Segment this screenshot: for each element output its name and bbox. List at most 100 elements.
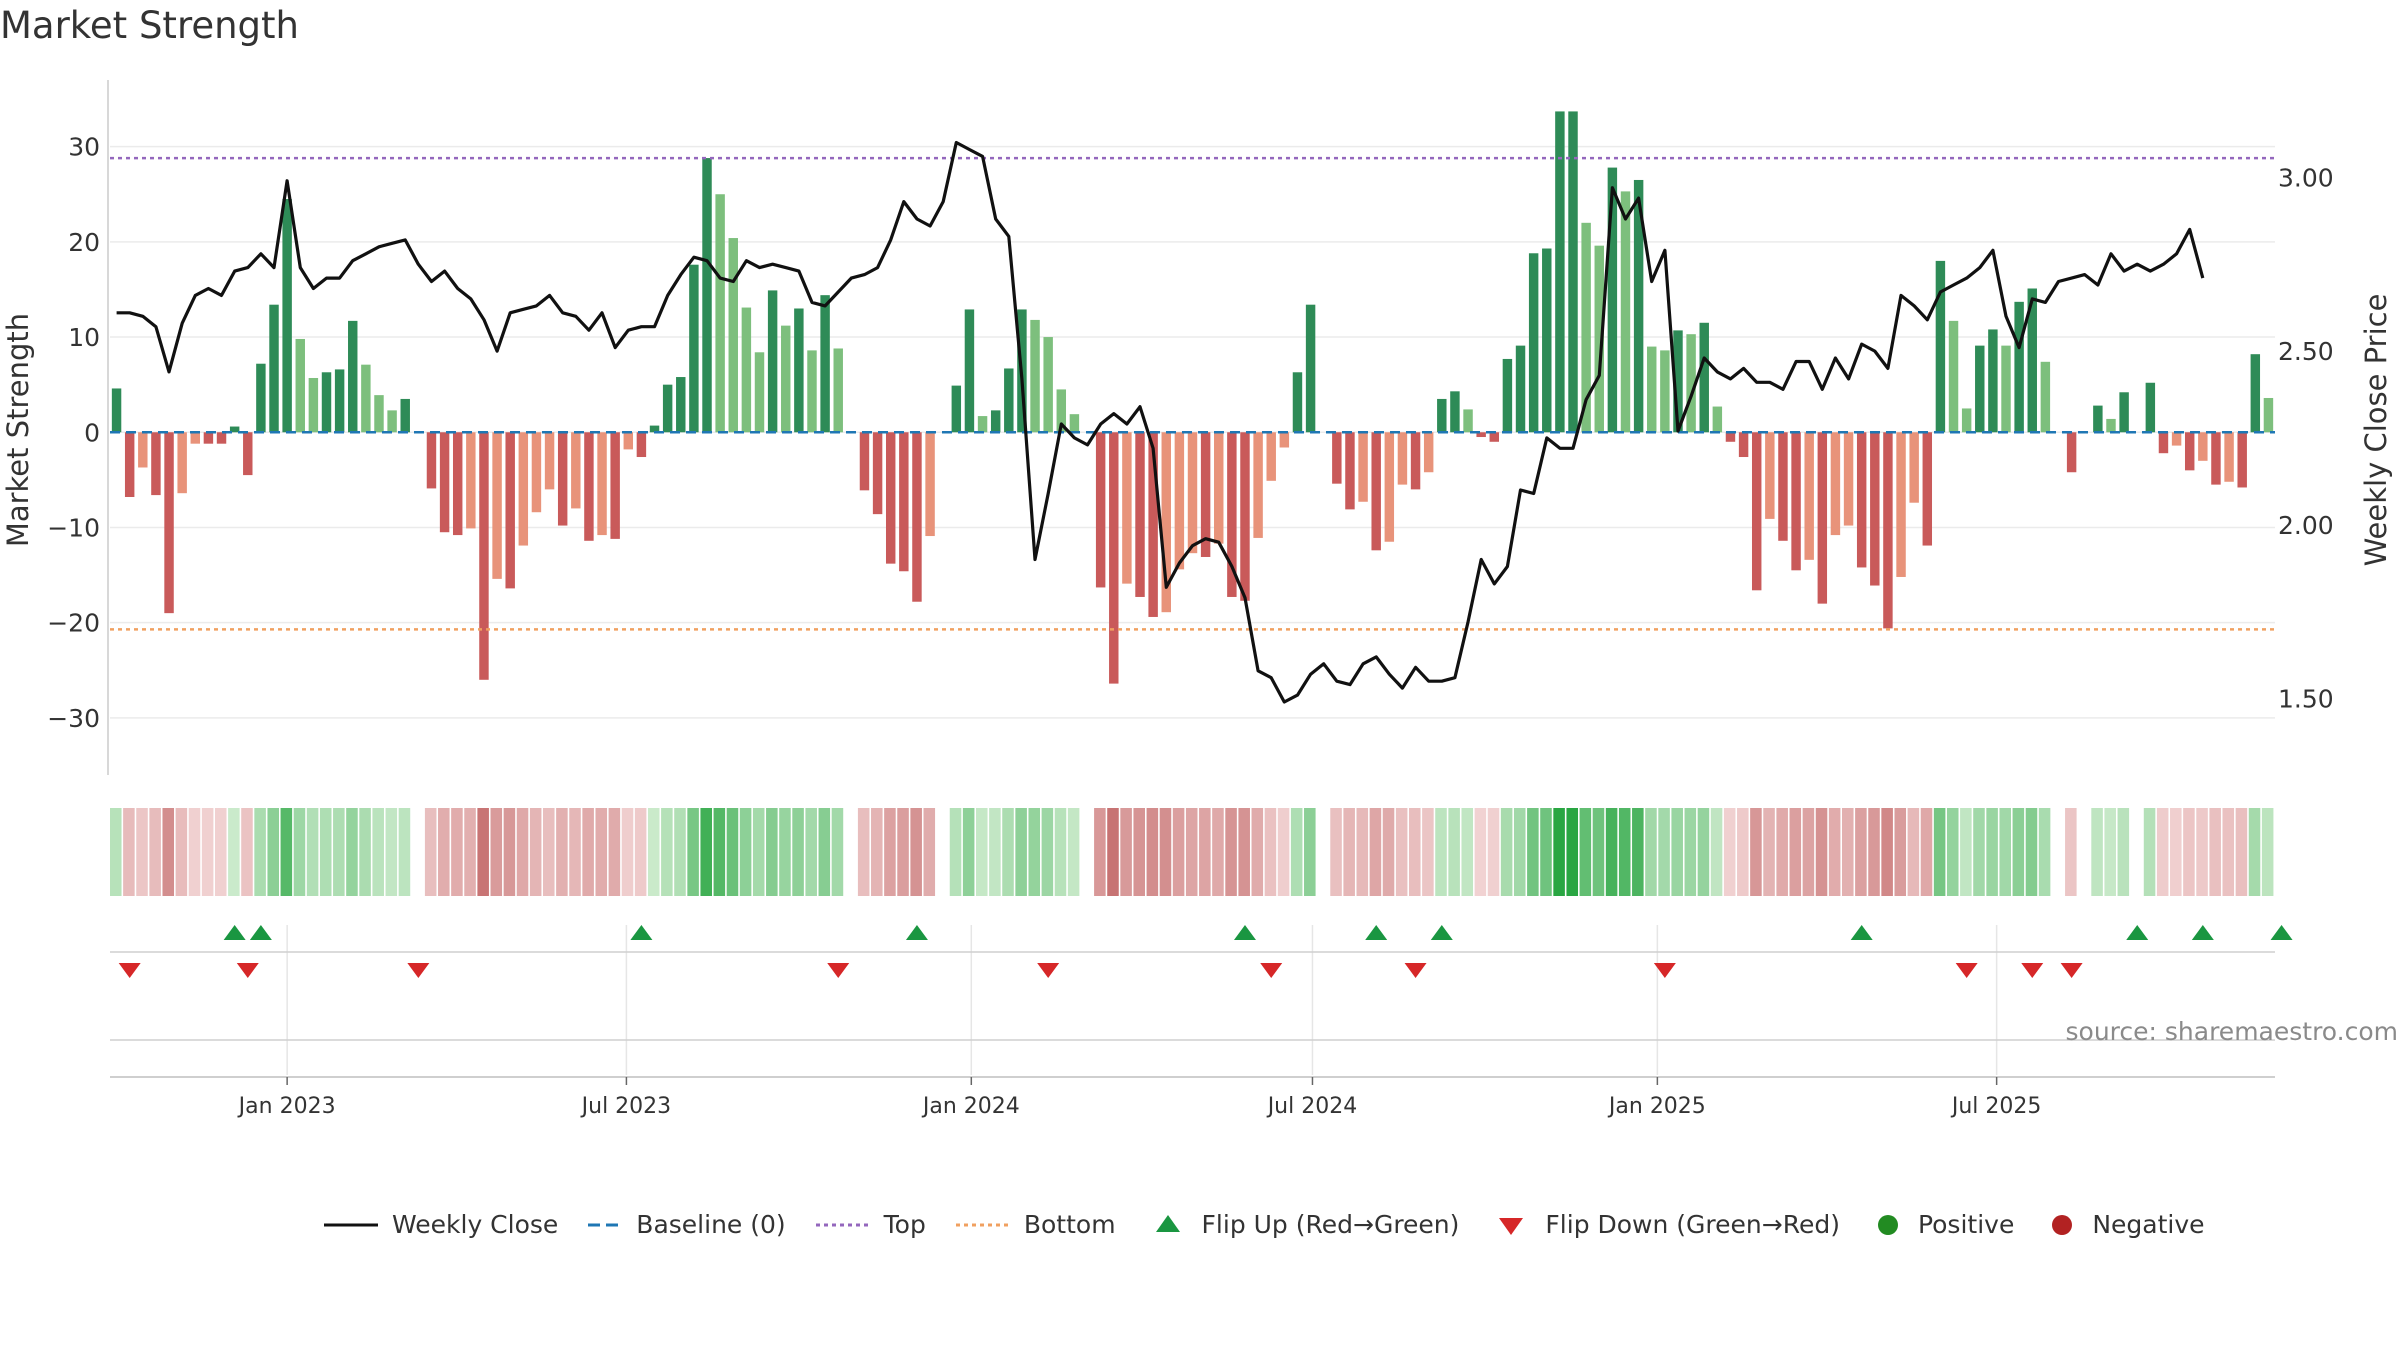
heat-cell [976, 808, 988, 896]
heat-cell [1199, 808, 1211, 896]
strength-bar [2198, 432, 2208, 461]
heat-cell [1553, 808, 1565, 896]
y2-tick-label: 1.50 [2278, 685, 2334, 714]
flip-down-marker [2021, 963, 2044, 978]
heat-cell [1094, 808, 1106, 896]
legend-item-positive[interactable]: Positive [1868, 1210, 2014, 1240]
heat-cell [844, 808, 857, 896]
strength-bar [1384, 432, 1395, 542]
strength-bar [912, 432, 922, 602]
strength-bar [1922, 432, 1933, 546]
heat-cell [752, 808, 765, 896]
heat-cell [1855, 808, 1867, 896]
heat-cell [989, 808, 1001, 896]
strength-bar [2171, 432, 2182, 446]
date-axis: Jan 2023 Jul 2023 Jan 2024 Jul 2024 Jan 2025… [110, 1039, 2275, 1119]
heat-cell [1500, 808, 1513, 896]
heat-cell [267, 808, 280, 896]
flip-up-marker [223, 925, 246, 940]
strength-bar [951, 385, 962, 433]
strength-bar [479, 432, 489, 680]
strength-bar [1830, 432, 1841, 536]
heat-cell [661, 808, 673, 896]
heat-cell [595, 808, 608, 896]
heat-cell [162, 808, 175, 896]
heat-cell [543, 808, 555, 896]
strength-bar [164, 432, 174, 614]
strength-bar [833, 348, 843, 433]
heat-cell [1737, 808, 1749, 896]
weekly-close-line [116, 140, 2205, 704]
heat-cell [1776, 808, 1788, 896]
strength-bar [649, 425, 660, 433]
strength-bar [715, 194, 725, 433]
heat-cell [438, 808, 450, 896]
heat-cell [1080, 808, 1093, 896]
heat-cell [1960, 808, 1972, 896]
heat-cell [516, 808, 529, 896]
heat-cell [1592, 808, 1605, 896]
heat-cell [2130, 808, 2143, 896]
heat-cell [674, 808, 686, 896]
flip-up-marker [2270, 925, 2293, 940]
strength-bar [1883, 432, 1893, 629]
strength-bar [1633, 179, 1644, 433]
y-tick-label: 20 [68, 228, 100, 257]
heat-cell [1828, 808, 1841, 896]
y-tick-label: −10 [47, 513, 100, 542]
legend-item-bottom[interactable]: Bottom [954, 1210, 1116, 1240]
strength-bar [1528, 253, 1539, 433]
strength-bars [111, 111, 2274, 684]
heat-cell [1041, 808, 1054, 896]
heat-cell [1409, 808, 1421, 896]
strength-bar [124, 432, 135, 497]
legend-item-negative[interactable]: Negative [2042, 1210, 2205, 1240]
heat-cell [1894, 808, 1907, 896]
strength-bar [216, 432, 227, 444]
heat-cell [2065, 808, 2077, 896]
strength-bar [1345, 432, 1355, 510]
heat-cell [2183, 808, 2195, 896]
flip-up-marker [1850, 925, 1873, 940]
y-tick-label: 0 [84, 418, 100, 447]
legend-label: Flip Up (Red→Green) [1201, 1210, 1460, 1239]
strength-bar [1935, 260, 1946, 433]
legend-item-weekly-close[interactable]: Weekly Close [320, 1210, 558, 1240]
heat-cell [503, 808, 516, 896]
strength-bar [1948, 320, 1959, 433]
legend-item-baseline[interactable]: Baseline (0) [586, 1210, 786, 1240]
strength-bar [1555, 111, 1565, 433]
strength-bar [859, 432, 870, 491]
dotted-line-swatch-icon [815, 1223, 872, 1227]
flip-down-marker [827, 963, 850, 978]
strength-bar [1095, 432, 1106, 588]
heat-cell [608, 808, 621, 896]
strength-bar [1240, 432, 1250, 601]
heat-cell [2051, 808, 2064, 896]
strength-bar [1122, 432, 1132, 584]
heat-cell [1920, 808, 1933, 896]
heat-cell [1054, 808, 1067, 896]
strength-bar [1568, 111, 1578, 433]
heat-cell [280, 808, 293, 896]
legend-item-top[interactable]: Top [814, 1210, 926, 1240]
heat-cell [398, 808, 411, 896]
strength-bar [1279, 432, 1290, 448]
flip-up-marker [630, 925, 653, 940]
y2-axis-title: Weekly Close Price [2359, 294, 2393, 567]
strength-bar [426, 432, 437, 489]
heat-cell [831, 808, 844, 896]
x-tick-label: Jul 2023 [580, 1094, 672, 1119]
heat-cell [713, 808, 726, 896]
legend-item-flip-up[interactable]: Flip Up (Red→Green) [1144, 1210, 1460, 1240]
strength-bar [872, 432, 883, 515]
flip-down-marker [2060, 963, 2083, 978]
heat-cell [2222, 808, 2235, 896]
legend-item-flip-down[interactable]: Flip Down (Green→Red) [1487, 1210, 1840, 1240]
strength-bar [1856, 432, 1867, 568]
heat-cell [529, 808, 542, 896]
heat-cell [2209, 808, 2221, 896]
heat-cell [1369, 808, 1382, 896]
strength-bar [138, 432, 148, 468]
strength-bar [308, 377, 319, 433]
